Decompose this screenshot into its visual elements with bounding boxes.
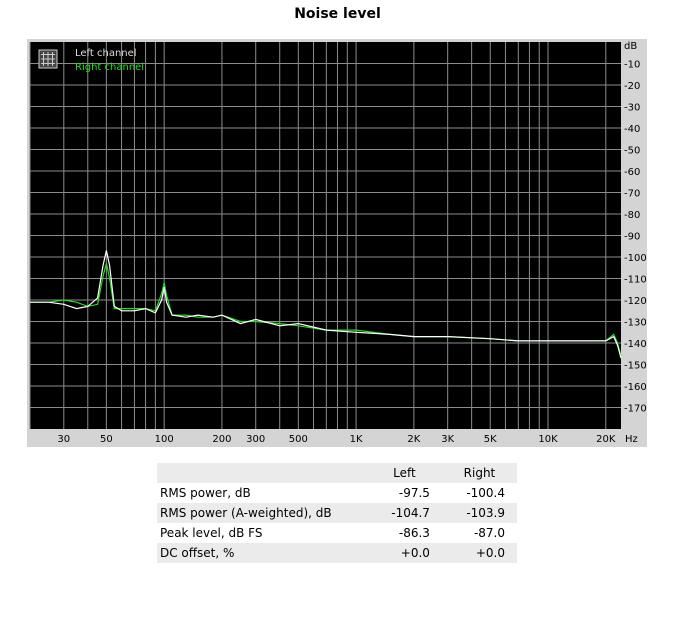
table-header-right: Right [463,466,496,480]
row-left-value: -97.5 [398,486,430,500]
y-tick-label: -50 [624,146,640,157]
y-tick-label: -90 [624,232,640,243]
noise-level-chart: dB -10 -20 -30 -40 -50 -60 -70 -80 -90 -100 -110 -12… [29,41,647,445]
table-row: RMS power (A-weighted), dB -104.7 -103.9 [157,503,517,523]
table-row: Peak level, dB FS -86.3 -87.0 [157,523,517,543]
y-tick-label: -40 [624,124,640,135]
y-tick-label: -130 [624,318,647,329]
table-row: RMS power, dB -97.5 -100.4 [157,483,517,503]
y-tick-label: -20 [624,81,640,92]
x-tick-label: 200 [212,434,231,445]
y-tick-label: -160 [624,382,647,393]
x-tick-label: 300 [246,434,265,445]
y-tick-label: -110 [624,275,647,286]
x-tick-label: 30 [57,434,70,445]
y-tick-label: -170 [624,404,647,415]
legend-entry: Left channel [75,48,137,59]
x-tick-label: 10K [538,434,558,445]
x-tick-label: 20K [596,434,616,445]
x-tick-label: 2K [407,434,420,445]
x-tick-label: 3K [441,434,454,445]
series-line-left-channel [30,250,622,359]
table-row: DC offset, % +0.0 +0.0 [157,543,517,563]
row-label: Peak level, dB FS [160,526,263,540]
x-tick-label: 50 [100,434,113,445]
table-header-row: Left Right [157,463,517,483]
y-tick-label: -140 [624,339,647,350]
row-label: RMS power (A-weighted), dB [160,506,332,520]
y-tick-label: -80 [624,210,640,221]
page-title: Noise level [294,6,381,22]
legend-entry: Right channel [75,62,144,73]
row-right-value: -87.0 [473,526,505,540]
y-tick-label: -60 [624,167,640,178]
chart-panel: dB -10 -20 -30 -40 -50 -60 -70 -80 -90 -100 -110 -12… [27,39,647,447]
row-right-value: -100.4 [466,486,505,500]
y-tick-label: -120 [624,296,647,307]
x-tick-label: 1K [350,434,363,445]
x-tick-label: 500 [289,434,308,445]
row-right-value: -103.9 [466,506,505,520]
row-label: DC offset, % [160,546,235,560]
table-header-label [157,463,367,483]
x-tick-label: 5K [484,434,497,445]
row-right-value: +0.0 [475,546,505,560]
row-left-value: -104.7 [391,506,430,520]
y-tick-label: -70 [624,189,640,200]
y-tick-label: -100 [624,253,647,264]
x-tick-label: 100 [155,434,174,445]
y-tick-label: -30 [624,103,640,114]
row-label: RMS power, dB [160,486,251,500]
row-left-value: +0.0 [400,546,430,560]
y-tick-label: -10 [624,60,640,71]
x-unit-label: Hz [625,434,638,445]
y-tick-label: dB [624,41,637,52]
stats-table: Left Right RMS power, dB -97.5 -100.4 RM… [157,463,517,563]
y-tick-label: -150 [624,361,647,372]
row-left-value: -86.3 [398,526,430,540]
table-header-left: Left [393,466,416,480]
